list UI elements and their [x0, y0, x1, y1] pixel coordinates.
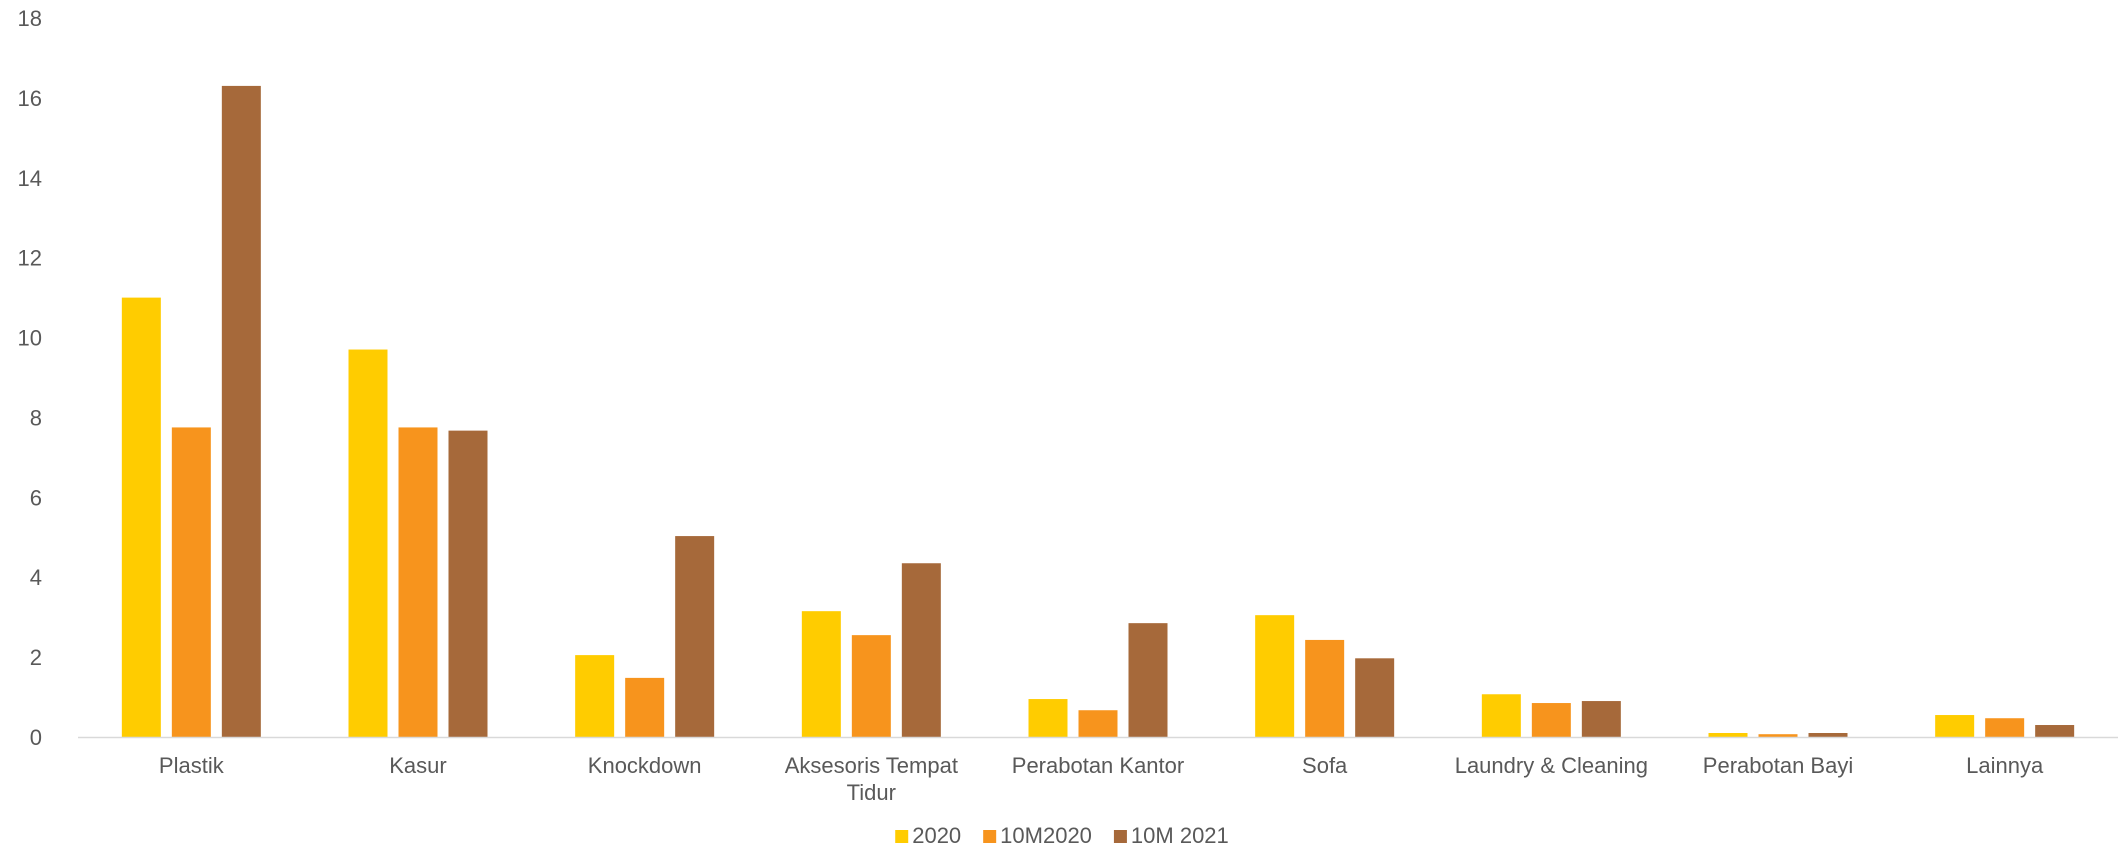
- y-axis: 0 2 4 6 8 10 12 14 16 18: [18, 6, 42, 750]
- x-tick-label-line: Laundry & Cleaning: [1455, 753, 1648, 778]
- y-tick-label: 6: [30, 485, 42, 510]
- x-tick-label: Aksesoris Tempat Tidur: [785, 753, 958, 805]
- bar-2020: [121, 297, 161, 737]
- x-tick-label-line: Plastik: [159, 753, 225, 778]
- bar-2020: [1935, 715, 1975, 737]
- y-tick-label: 14: [18, 166, 42, 191]
- bar-2020: [1481, 694, 1521, 737]
- bar-2020: [348, 349, 388, 737]
- bar-10m-2021: [1581, 701, 1621, 737]
- x-tick-label: Laundry & Cleaning: [1455, 753, 1648, 778]
- bar-2020: [801, 611, 841, 737]
- x-axis: Plastik Kasur Knockdown Aksesoris Tempat Tid…: [78, 736, 2118, 805]
- y-tick-label: 2: [30, 645, 42, 670]
- legend-label: 2020: [912, 823, 961, 848]
- bars: [121, 85, 2075, 737]
- x-tick-label: Kasur: [389, 753, 446, 778]
- x-tick-label-line: Aksesoris Tempat: [785, 753, 958, 778]
- x-tick-label: Perabotan Bayi: [1703, 753, 1853, 778]
- bar-10m2020: [398, 427, 438, 737]
- bar-2020: [575, 655, 615, 737]
- bar-2020: [1708, 733, 1748, 737]
- bar-10m-2021: [2035, 725, 2075, 737]
- legend-swatch: [983, 830, 997, 843]
- x-tick-label-line: Lainnya: [1966, 753, 2044, 778]
- x-tick-label-line: Tidur: [847, 780, 896, 805]
- bar-10m2020: [171, 427, 211, 737]
- x-tick-label: Sofa: [1302, 753, 1348, 778]
- bar-10m-2021: [901, 563, 941, 737]
- y-tick-label: 10: [18, 326, 42, 351]
- bar-2020: [1255, 615, 1295, 737]
- bar-2020: [1028, 699, 1068, 737]
- y-tick-label: 8: [30, 405, 42, 430]
- x-tick-label-line: Perabotan Kantor: [1012, 753, 1184, 778]
- y-tick-label: 18: [18, 6, 42, 31]
- x-tick-label-line: Sofa: [1302, 753, 1348, 778]
- bar-10m-2021: [1355, 658, 1395, 737]
- x-tick-label: Perabotan Kantor: [1012, 753, 1184, 778]
- bar-10m2020: [1758, 734, 1798, 737]
- x-tick-label: Plastik: [159, 753, 225, 778]
- bar-10m-2021: [1128, 623, 1168, 737]
- legend-swatch: [895, 830, 909, 843]
- y-tick-label: 12: [18, 246, 42, 271]
- x-tick-label-line: Perabotan Bayi: [1703, 753, 1853, 778]
- bar-10m2020: [1078, 710, 1118, 737]
- bar-10m2020: [851, 635, 891, 737]
- bar-10m-2021: [448, 430, 488, 737]
- bar-10m2020: [1985, 718, 2025, 737]
- x-tick-label: Knockdown: [588, 753, 702, 778]
- legend-swatch: [1113, 830, 1127, 843]
- y-tick-label: 0: [30, 725, 42, 750]
- y-tick-label: 4: [30, 565, 42, 590]
- legend: 2020 10M2020 10M 2021: [895, 823, 1229, 848]
- legend-label: 10M2020: [1000, 823, 1092, 848]
- bar-10m-2021: [1808, 733, 1848, 737]
- bar-10m2020: [1531, 703, 1571, 737]
- bar-10m-2021: [221, 85, 261, 737]
- legend-label: 10M 2021: [1131, 823, 1229, 848]
- x-tick-label-line: Kasur: [389, 753, 446, 778]
- bar-10m-2021: [675, 536, 715, 737]
- x-tick-label: Lainnya: [1966, 753, 2044, 778]
- bar-10m2020: [1305, 639, 1345, 737]
- y-tick-label: 16: [18, 86, 42, 111]
- bar-10m2020: [625, 677, 665, 737]
- x-tick-label-line: Knockdown: [588, 753, 702, 778]
